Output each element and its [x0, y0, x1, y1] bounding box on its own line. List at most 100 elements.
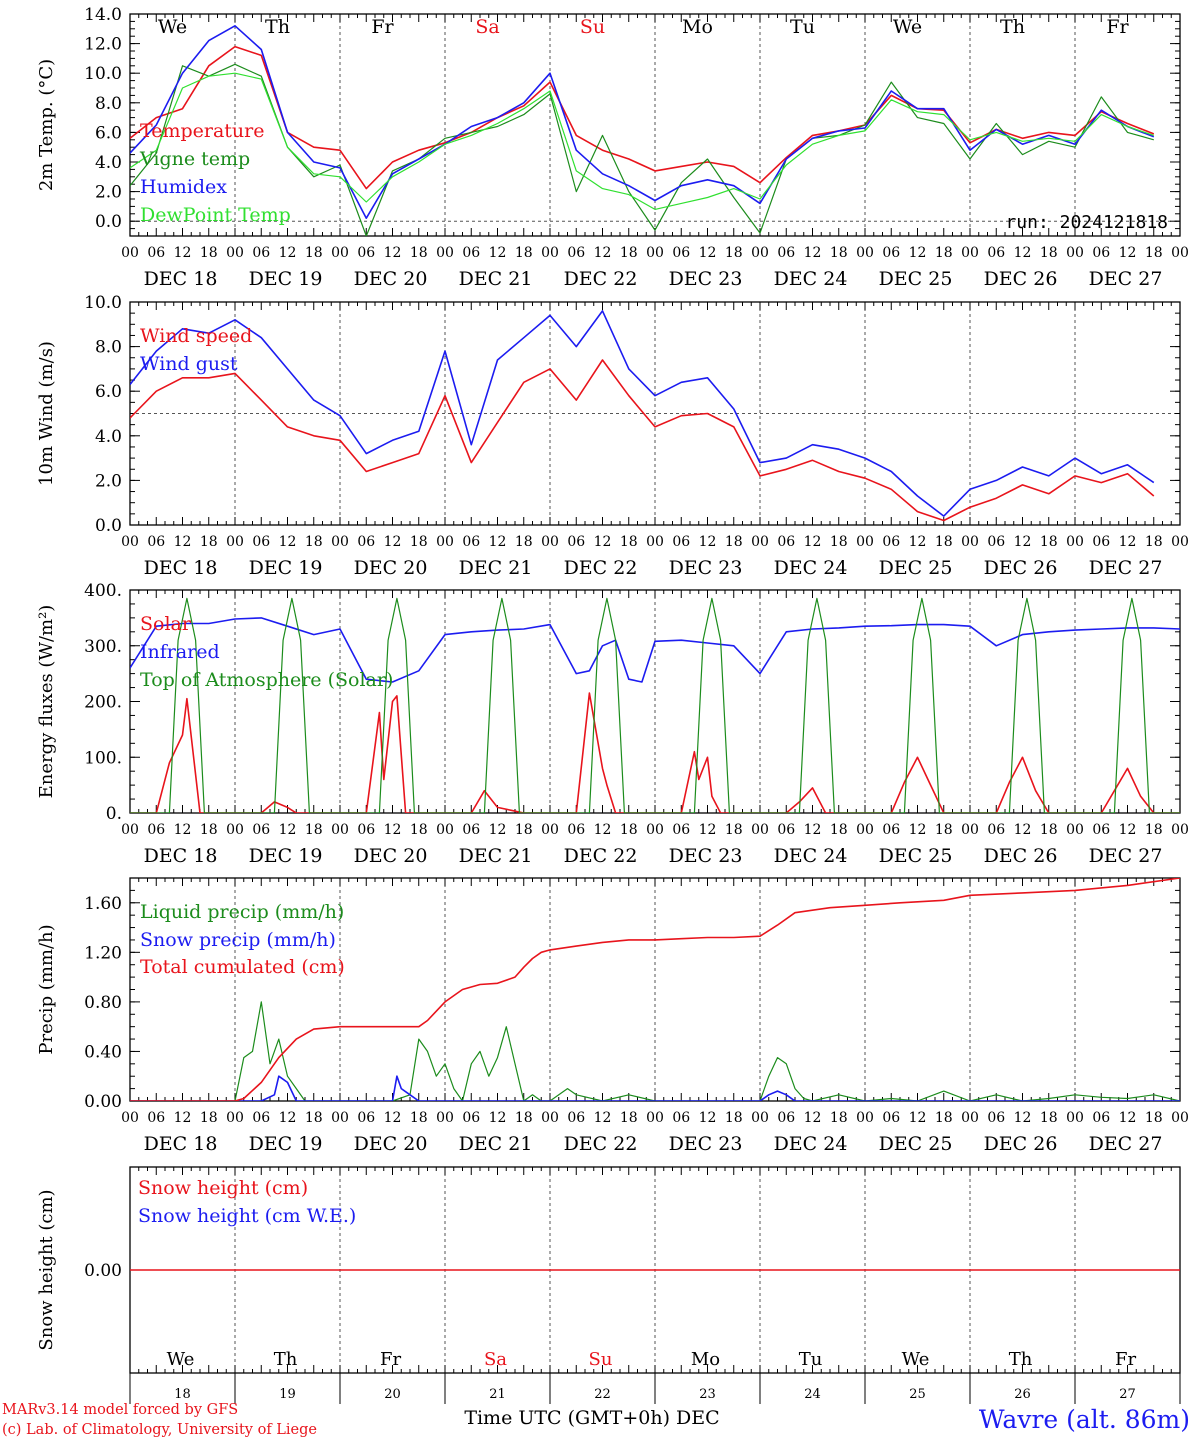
date-label: DEC 23: [669, 845, 743, 867]
date-label: DEC 19: [249, 845, 323, 867]
date-label: DEC 20: [354, 557, 428, 579]
hour-tick-label: 06: [147, 1110, 165, 1126]
panels: 0.0 2.0 4.0 6.0 8.0 10.0 12.0 14.0 2m Temp. (°C)…: [36, 5, 1189, 1374]
series-line-wind-speed: [130, 359, 1155, 522]
hour-tick-label: 18: [515, 822, 533, 838]
hour-tick-label: 18: [305, 534, 323, 550]
hour-tick-label: 18: [515, 245, 533, 261]
hour-tick-label: 12: [279, 1110, 297, 1126]
hour-tick-label: 06: [882, 822, 900, 838]
series-group: [130, 310, 1155, 522]
day-number-label: 25: [909, 1387, 926, 1402]
legend-entry: Snow precip (mm/h): [140, 929, 336, 951]
hour-tick-label: 12: [384, 245, 402, 261]
series-line-liquid-precip-mm-h-: [130, 1001, 1180, 1101]
legend-entry: Snow height (cm W.E.): [138, 1205, 356, 1227]
hour-tick-label: 18: [620, 534, 638, 550]
hour-tick-label: 06: [987, 1110, 1005, 1126]
y-axis-title: Snow height (cm): [36, 1189, 57, 1350]
date-label: DEC 23: [669, 268, 743, 290]
legend-entry: Solar: [140, 613, 192, 635]
hour-tick-label: 18: [1145, 1110, 1163, 1126]
legend: Liquid precip (mm/h) Snow precip (mm/h) To…: [140, 901, 345, 978]
hour-tick-label: 00: [331, 245, 349, 261]
hour-tick-label: 06: [567, 245, 585, 261]
day-number-label: 27: [1119, 1387, 1136, 1402]
y-tick-label: 0.80: [84, 993, 122, 1013]
hour-tick-label: 00: [961, 822, 979, 838]
date-label: DEC 25: [879, 1133, 953, 1155]
hour-tick-label: 12: [1014, 534, 1032, 550]
hour-tick-label: 18: [200, 822, 218, 838]
date-label: DEC 19: [249, 557, 323, 579]
hour-tick-label: 00: [541, 1110, 559, 1126]
run-label: run: 2024121818: [1005, 212, 1168, 233]
hour-tick-label: 00: [961, 245, 979, 261]
hour-tick-label: 18: [935, 245, 953, 261]
series-line-wind-gust: [130, 310, 1155, 517]
y-tick-label: 1.60: [84, 894, 122, 914]
hour-tick-label: 00: [751, 245, 769, 261]
hour-tick-label: 12: [174, 1110, 192, 1126]
hour-tick-label: 18: [410, 1110, 428, 1126]
y-tick-label: 400.: [84, 581, 122, 601]
hour-tick-label: 06: [462, 822, 480, 838]
weekday-label: Sa: [475, 16, 499, 38]
hour-tick-label: 00: [226, 534, 244, 550]
date-label: DEC 21: [459, 557, 533, 579]
hour-tick-label: 12: [594, 822, 612, 838]
date-label: DEC 25: [879, 268, 953, 290]
series-group: [130, 878, 1180, 1101]
hour-tick-label: 00: [751, 534, 769, 550]
hour-tick-label: 12: [804, 245, 822, 261]
y-tick-label: 0.0: [95, 212, 122, 232]
hour-tick-label: 00: [436, 534, 454, 550]
hour-tick-label: 12: [1014, 1110, 1032, 1126]
date-label: DEC 24: [774, 268, 848, 290]
y-tick-label: 0.40: [84, 1042, 122, 1062]
hour-tick-label: 18: [515, 1110, 533, 1126]
date-label: DEC 22: [564, 1133, 638, 1155]
hour-tick-label: 12: [909, 245, 927, 261]
legend-entry: Top of Atmosphere (Solar): [140, 669, 393, 691]
date-label: DEC 23: [669, 1133, 743, 1155]
hour-tick-label: 06: [462, 1110, 480, 1126]
y-tick-label: 0.: [106, 804, 122, 824]
weekday-label: Su: [580, 16, 605, 38]
date-label: DEC 26: [984, 268, 1058, 290]
hour-tick-label: 12: [384, 534, 402, 550]
hour-tick-label: 18: [725, 245, 743, 261]
date-label: DEC 18: [144, 268, 218, 290]
hour-tick-label: 18: [1145, 245, 1163, 261]
hour-tick-label: 00: [331, 822, 349, 838]
date-label: DEC 23: [669, 557, 743, 579]
date-label: DEC 21: [459, 845, 533, 867]
hour-tick-label: 06: [252, 1110, 270, 1126]
date-label: DEC 19: [249, 1133, 323, 1155]
hour-tick-label: 06: [1092, 534, 1110, 550]
hour-tick-label: 00: [961, 1110, 979, 1126]
hour-tick-label: 18: [620, 245, 638, 261]
panel-wind: 0.0 2.0 4.0 6.0 8.0 10.0 10m Wind (m/s) 00 06 12 1…: [36, 293, 1189, 579]
hour-tick-label: 12: [909, 822, 927, 838]
hour-tick-label: 00: [1066, 822, 1084, 838]
day-number-label: 26: [1014, 1387, 1031, 1402]
weekday-label: Th: [265, 16, 290, 38]
hour-tick-label: 18: [200, 1110, 218, 1126]
hour-tick-label: 18: [305, 822, 323, 838]
weekday-label: We: [902, 1349, 930, 1370]
y-tick-label: 1.20: [84, 943, 122, 963]
hour-tick-label: 06: [252, 245, 270, 261]
hour-tick-label: 00: [121, 822, 139, 838]
hour-tick-label: 00: [1066, 245, 1084, 261]
hour-tick-label: 12: [174, 534, 192, 550]
hour-tick-label: 18: [830, 245, 848, 261]
hour-tick-label: 12: [699, 1110, 717, 1126]
y-tick-label: 10.0: [84, 64, 122, 84]
hour-tick-label: 06: [567, 822, 585, 838]
hour-tick-label: 12: [174, 822, 192, 838]
date-label: DEC 27: [1089, 268, 1163, 290]
hour-tick-label: 06: [882, 534, 900, 550]
y-tick-label: 6.0: [95, 382, 122, 402]
weekday-label: We: [158, 16, 187, 38]
